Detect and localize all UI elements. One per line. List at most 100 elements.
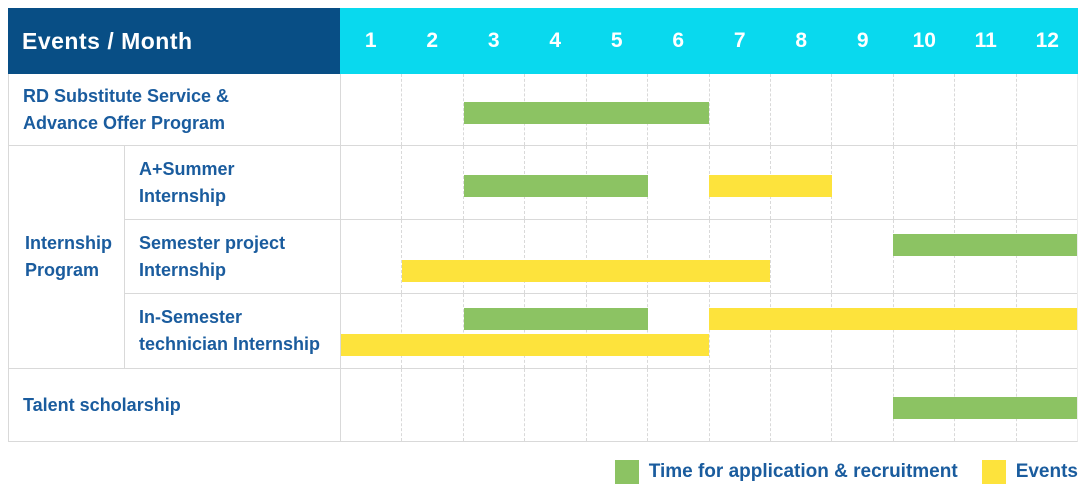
month-cell xyxy=(525,294,587,368)
month-cell xyxy=(525,220,587,293)
label-line: Talent scholarship xyxy=(23,394,181,415)
month-cell xyxy=(464,220,526,293)
bar-line-1 xyxy=(341,294,1077,331)
row-chart-in-semester-technician-internship xyxy=(341,294,1077,368)
row-label-semester-project-internship: Semester project Internship xyxy=(125,220,341,293)
month-cell xyxy=(955,74,1017,145)
month-cell xyxy=(832,146,894,219)
row-label-rd-substitute-service: RD Substitute Service & Advance Offer Pro… xyxy=(9,74,341,145)
month-cell xyxy=(832,74,894,145)
gantt-bar-event xyxy=(709,308,1077,330)
month-cell xyxy=(648,220,710,293)
label-line: Internship xyxy=(25,233,113,253)
month-cell xyxy=(648,369,710,441)
table-header-row: Events / Month 1 2 3 4 5 6 7 8 9 10 11 12 xyxy=(8,8,1078,74)
group-label-internship-program: Internship Program xyxy=(9,146,125,368)
month-cell xyxy=(710,74,771,145)
month-cell xyxy=(464,369,526,441)
legend-swatch-event xyxy=(981,460,1006,484)
month-header-5: 5 xyxy=(610,29,623,52)
month-cell xyxy=(771,146,833,219)
row-chart-a-plus-summer-internship xyxy=(341,146,1077,219)
legend-item-event: Events xyxy=(981,460,1078,484)
bar-line-1 xyxy=(341,369,1077,441)
row-label-talent-scholarship: Talent scholarship xyxy=(9,369,341,441)
month-cell xyxy=(648,294,710,368)
month-cell xyxy=(894,146,956,219)
month-header-row: 1 2 3 4 5 6 7 8 9 10 11 12 xyxy=(340,8,1078,74)
month-cell xyxy=(710,294,771,368)
month-cell xyxy=(525,369,587,441)
bar-lines xyxy=(341,294,1077,368)
label-line: Program xyxy=(25,260,100,280)
legend-label-recruitment: Time for application & recruitment xyxy=(648,461,958,482)
label-line: Semester project xyxy=(139,232,286,253)
month-cell xyxy=(341,294,403,368)
row-a-plus-summer-internship: A+Summer Internship xyxy=(125,146,1077,220)
row-in-semester-technician-internship: In-Semester technician Internship xyxy=(125,294,1077,368)
month-header-12: 12 xyxy=(1035,29,1059,52)
legend-item-recruitment: Time for application & recruitment xyxy=(614,460,958,484)
schedule-table: Events / Month 1 2 3 4 5 6 7 8 9 10 11 12 RD Substi… xyxy=(8,8,1078,442)
month-gridlines xyxy=(341,220,1077,293)
month-cell xyxy=(955,146,1017,219)
label-line: A+Summer xyxy=(139,158,235,179)
table-body: RD Substitute Service & Advance Offer Pro… xyxy=(8,74,1078,442)
month-header-7: 7 xyxy=(733,29,746,52)
row-chart-rd-substitute-service xyxy=(341,74,1077,145)
label-line: In-Semester xyxy=(139,307,243,327)
month-cell xyxy=(894,294,956,368)
month-cell xyxy=(402,294,464,368)
bar-line-2 xyxy=(341,257,1077,294)
row-chart-semester-project-internship xyxy=(341,220,1077,293)
month-gridlines xyxy=(341,294,1077,368)
month-cell xyxy=(341,74,403,145)
row-chart-talent-scholarship xyxy=(341,369,1077,441)
month-header-3: 3 xyxy=(487,29,500,52)
row-label-a-plus-summer-internship: A+Summer Internship xyxy=(125,146,341,219)
month-cell xyxy=(402,369,464,441)
legend-swatch-recruitment xyxy=(614,460,639,484)
label-line: Internship xyxy=(139,185,227,206)
month-cell xyxy=(587,369,649,441)
month-cell xyxy=(402,146,464,219)
month-cell xyxy=(341,220,403,293)
month-cell xyxy=(587,220,649,293)
gantt-bar-recruitment xyxy=(463,308,648,330)
bar-lines xyxy=(341,146,1077,219)
legend-label-event: Events xyxy=(1015,461,1078,482)
month-cell xyxy=(587,294,649,368)
label-line: Advance Offer Program xyxy=(23,112,226,133)
month-cell xyxy=(771,74,833,145)
month-cell xyxy=(402,74,464,145)
label-line: Internship xyxy=(139,259,227,280)
gantt-bar-event xyxy=(402,259,771,282)
month-cell xyxy=(771,294,833,368)
bar-line-2 xyxy=(341,331,1077,368)
gantt-bar-recruitment xyxy=(893,233,1077,256)
month-cell xyxy=(710,220,771,293)
legend: Time for application & recruitment Events xyxy=(614,460,1078,484)
bar-line-1 xyxy=(341,146,1077,219)
month-cell xyxy=(341,146,403,219)
month-header-8: 8 xyxy=(795,29,808,52)
events-month-header-cell: Events / Month xyxy=(8,8,340,74)
bar-lines xyxy=(341,74,1077,145)
month-cell xyxy=(832,220,894,293)
bar-line-1 xyxy=(341,74,1077,145)
month-cell xyxy=(771,369,833,441)
internship-program-group: Internship Program A+Summer Internship Sem… xyxy=(9,146,1077,369)
month-header-9: 9 xyxy=(856,29,869,52)
month-header-1: 1 xyxy=(364,29,377,52)
label-line: RD Substitute Service & xyxy=(23,85,230,106)
month-cell xyxy=(710,369,771,441)
bar-lines xyxy=(341,220,1077,293)
month-cell xyxy=(402,220,464,293)
bar-lines xyxy=(341,369,1077,441)
month-cell xyxy=(341,369,403,441)
gantt-bar-event xyxy=(709,174,832,197)
month-header-4: 4 xyxy=(549,29,562,52)
row-label-in-semester-technician-internship: In-Semester technician Internship xyxy=(125,294,341,368)
month-cell xyxy=(955,220,1017,293)
gantt-bar-event xyxy=(341,334,709,356)
